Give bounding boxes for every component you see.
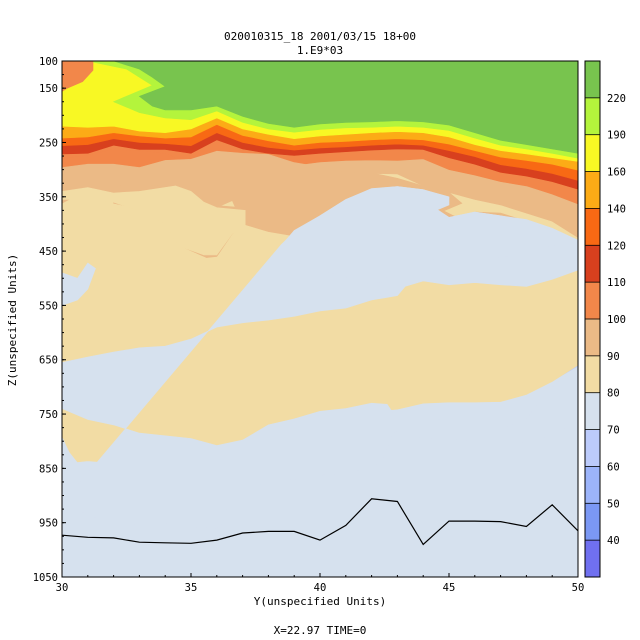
colorbar-label: 80: [607, 388, 620, 400]
colorbar: 40 50 60 70 80 90 100 110 120 140 160 190 220: [584, 60, 626, 578]
colorbar-swatch: [585, 319, 600, 356]
y-tick-label: 250: [39, 137, 58, 149]
y-tick-label: 350: [39, 192, 58, 204]
y-axis-label: Z(unspecified Units): [6, 254, 19, 386]
contour-region-80-90-19: [62, 186, 578, 529]
contour-regions: [62, 61, 578, 577]
y-tick-label: 450: [39, 246, 58, 258]
chart-subtitle: 1.E9*03: [297, 44, 343, 57]
colorbar-label: 90: [607, 351, 620, 363]
colorbar-swatch: [585, 208, 600, 246]
colorbar-label: 120: [607, 240, 626, 252]
colorbar-label: 160: [607, 167, 626, 179]
colorbar-swatch: [585, 171, 600, 209]
contour-region-90-100-17: [62, 185, 246, 256]
terrain-outline: [62, 498, 578, 546]
y-tick-label: 100: [39, 56, 58, 68]
y-tick-label: 650: [39, 355, 58, 367]
contour-region-80-90-18: [62, 262, 96, 306]
y-tick-label: 950: [39, 518, 58, 530]
colorbar-swatch: [585, 466, 600, 504]
x-tick-label: 35: [185, 582, 198, 594]
y-axis: 100 150 250 350 450 550 650 750 850 950 1050: [33, 56, 66, 584]
colorbar-swatch: [585, 392, 600, 430]
footer-text: X=22.97 TIME=0: [274, 624, 367, 637]
x-tick-label: 30: [56, 582, 69, 594]
y-tick-label: 150: [39, 83, 58, 95]
colorbar-label: 60: [607, 461, 620, 473]
y-tick-label: 1050: [33, 572, 58, 584]
colorbar-swatch: [585, 134, 600, 172]
colorbar-swatch: [585, 540, 600, 577]
x-tick-label: 50: [572, 582, 585, 594]
colorbar-label: 50: [607, 498, 620, 510]
y-tick-label: 850: [39, 463, 58, 475]
colorbar-swatch: [585, 97, 600, 135]
chart-title: 020010315_18 2001/03/15 18+00: [224, 30, 416, 43]
contour-region-80-90-20: [280, 186, 578, 286]
colorbar-label: 70: [607, 425, 620, 437]
y-tick-label: 550: [39, 300, 58, 312]
colorbar-swatch: [585, 355, 600, 393]
colorbar-swatch: [585, 503, 600, 541]
colorbar-swatch: [585, 61, 600, 98]
x-axis: 30 35 40 45 50: [56, 573, 585, 594]
colorbar-swatch: [585, 245, 600, 283]
x-tick-label: 45: [443, 582, 456, 594]
contour-region-110-120-13: [62, 61, 94, 92]
x-axis-label: Y(unspecified Units): [254, 595, 386, 608]
colorbar-label: 190: [607, 130, 626, 142]
colorbar-swatch: [585, 429, 600, 467]
colorbar-label: 100: [607, 314, 626, 326]
colorbar-label: 110: [607, 277, 626, 289]
contour-region-220+-11: [113, 61, 578, 154]
colorbar-swatch: [585, 282, 600, 319]
y-tick-label: 750: [39, 409, 58, 421]
colorbar-label: 220: [607, 93, 626, 105]
colorbar-label: 40: [607, 535, 620, 547]
x-tick-label: 40: [314, 582, 327, 594]
colorbar-label: 140: [607, 203, 626, 215]
